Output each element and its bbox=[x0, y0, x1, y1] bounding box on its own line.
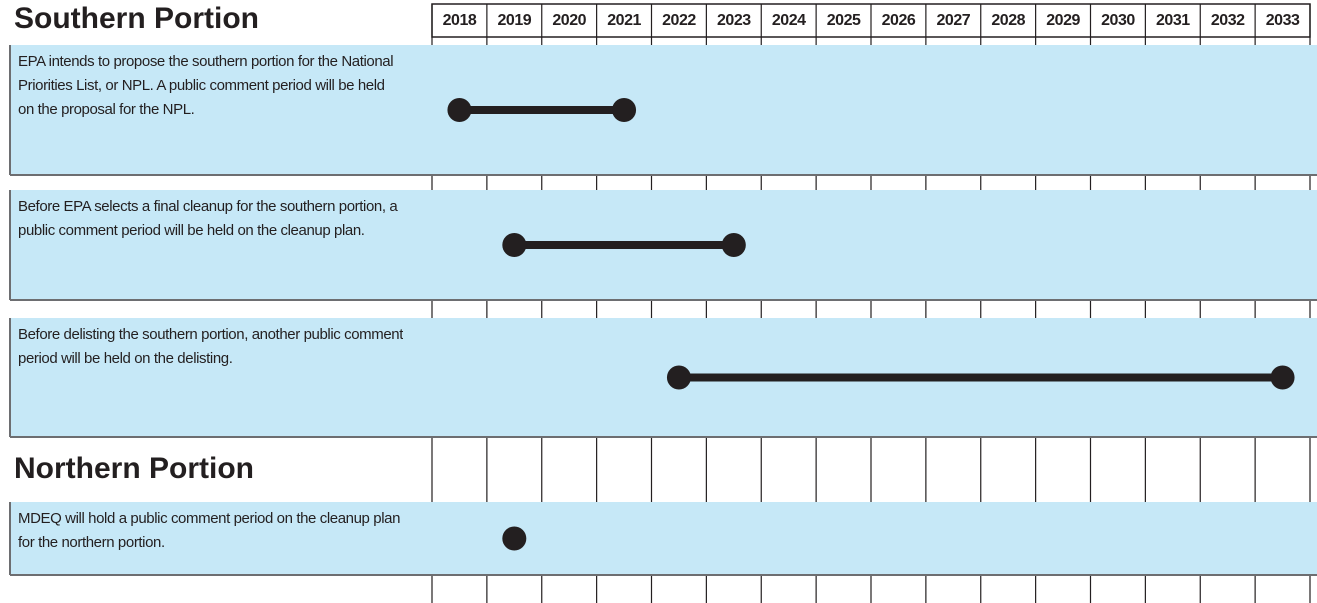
end-dot bbox=[612, 98, 637, 122]
section-title: Southern Portion bbox=[14, 2, 259, 35]
end-dot bbox=[721, 233, 746, 257]
year-label: 2022 bbox=[662, 12, 696, 29]
row-band bbox=[10, 502, 1317, 575]
year-label: 2024 bbox=[772, 12, 806, 29]
start-dot bbox=[447, 98, 472, 122]
end-dot bbox=[1270, 365, 1295, 390]
year-label: 2021 bbox=[607, 12, 641, 29]
start-dot bbox=[666, 365, 691, 390]
year-header-frame bbox=[431, 3, 1311, 38]
row-text: EPA intends to propose the southern port… bbox=[18, 53, 394, 118]
year-label: 2029 bbox=[1046, 12, 1080, 29]
row-band bbox=[10, 45, 1317, 175]
year-label: 2031 bbox=[1156, 12, 1190, 29]
row-text: MDEQ will hold a public comment period o… bbox=[18, 510, 401, 551]
section-title: Northern Portion bbox=[14, 452, 254, 485]
start-dot bbox=[502, 233, 527, 257]
row-text: Before EPA selects a final cleanup for t… bbox=[18, 198, 398, 239]
row-text-box: Before EPA selects a final cleanup for t… bbox=[18, 198, 398, 239]
start-dot bbox=[502, 526, 527, 551]
year-label: 2019 bbox=[498, 12, 532, 29]
year-label: 2025 bbox=[827, 12, 861, 29]
row-text-box: EPA intends to propose the southern port… bbox=[18, 53, 394, 118]
year-label: 2033 bbox=[1266, 12, 1300, 29]
year-label: 2020 bbox=[552, 12, 586, 29]
year-label: 2023 bbox=[717, 12, 751, 29]
row-text-box: MDEQ will hold a public comment period o… bbox=[18, 510, 401, 551]
year-label: 2018 bbox=[443, 12, 477, 29]
row-text: Before delisting the southern portion, a… bbox=[18, 326, 403, 367]
year-label: 2032 bbox=[1211, 12, 1245, 29]
year-label: 2026 bbox=[882, 12, 916, 29]
year-label: 2030 bbox=[1101, 12, 1135, 29]
year-label: 2027 bbox=[937, 12, 971, 29]
row-text-box: Before delisting the southern portion, a… bbox=[18, 326, 403, 367]
year-label: 2028 bbox=[991, 12, 1025, 29]
